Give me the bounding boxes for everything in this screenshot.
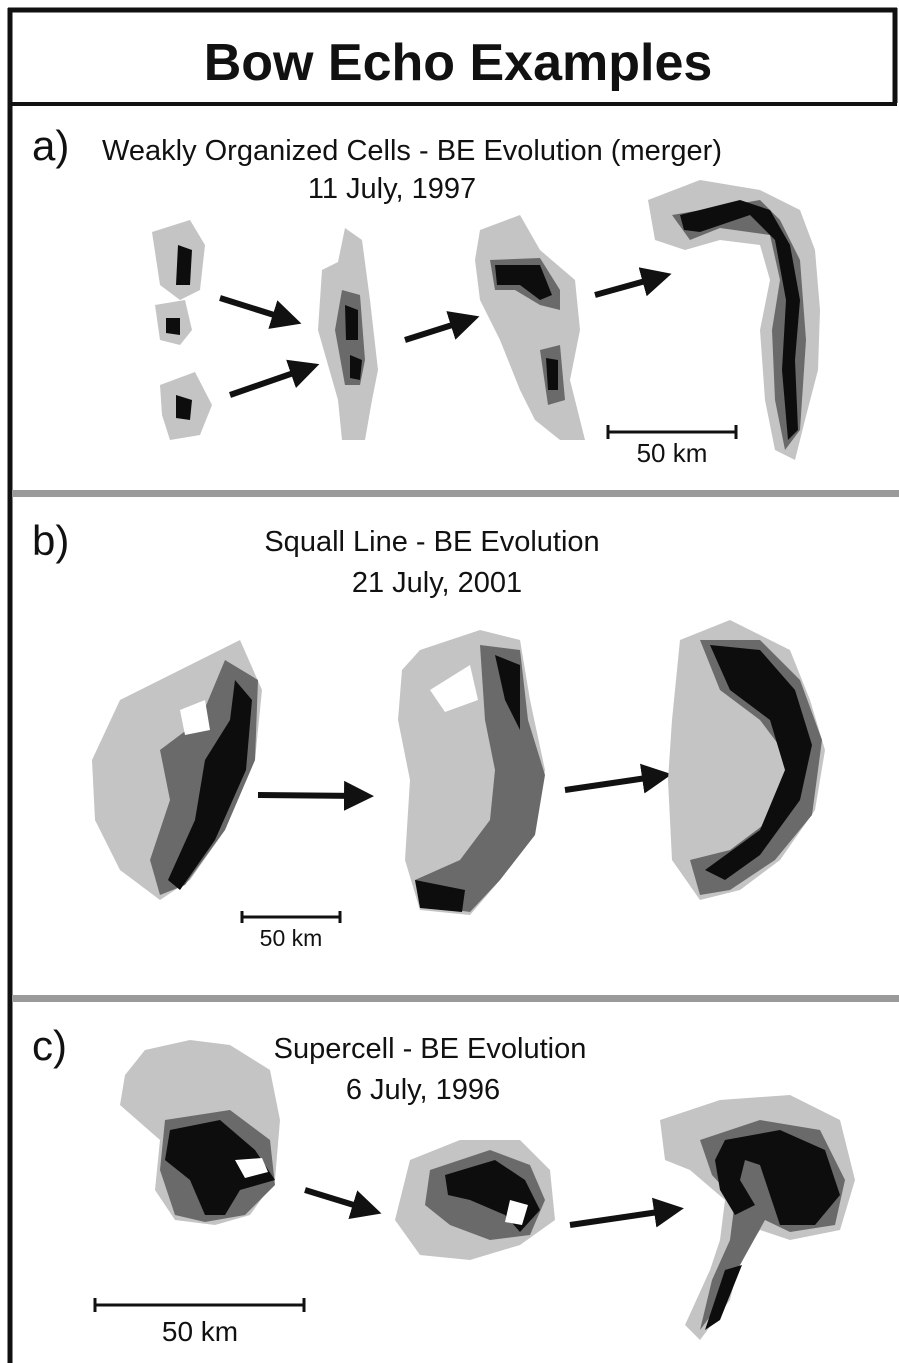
caption-line: 21 July, 2001: [352, 567, 522, 599]
caption-line: Weakly Organized Cells - BE Evolution (m…: [102, 135, 722, 167]
caption-line: 6 July, 1996: [346, 1074, 500, 1106]
caption-line: Squall Line - BE Evolution: [264, 526, 599, 558]
scale-label: 50 km: [260, 925, 323, 951]
panel-divider: [12, 995, 899, 1002]
figure: Bow Echo Examples a) Weakly Organized Ce…: [0, 0, 899, 1363]
scale-label: 50 km: [162, 1316, 238, 1347]
panel-label: a): [32, 122, 69, 169]
caption-line: Supercell - BE Evolution: [274, 1033, 587, 1065]
panel-divider: [12, 490, 899, 497]
caption-line: 11 July, 1997: [308, 173, 476, 205]
scale-label: 50 km: [637, 438, 708, 468]
arrow: [258, 795, 362, 796]
panel-label: c): [32, 1022, 67, 1069]
panel-label: b): [32, 517, 69, 564]
title: Bow Echo Examples: [204, 34, 713, 92]
